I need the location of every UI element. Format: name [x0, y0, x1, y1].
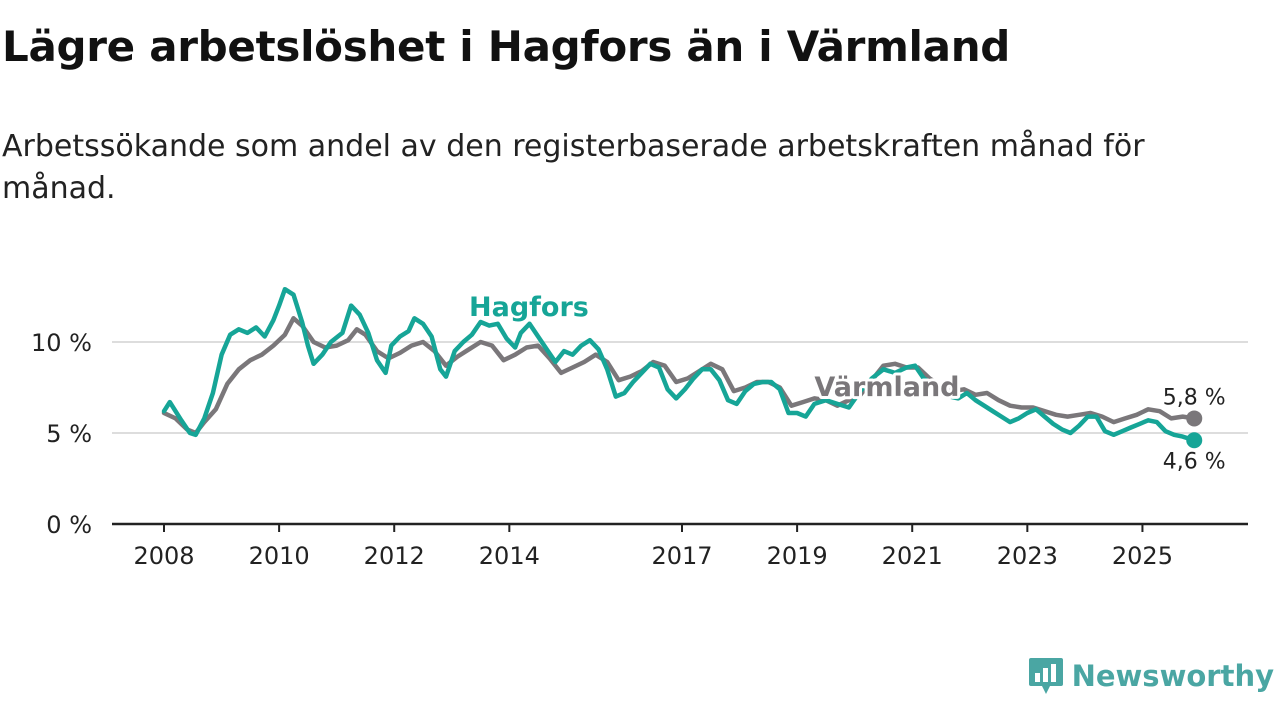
x-tick-label: 2010 [249, 542, 310, 570]
end-value-label-varmland: 5,8 % [1163, 385, 1226, 410]
end-point-vrmland [1186, 410, 1203, 427]
series-label-hagfors: Hagfors [469, 292, 589, 323]
x-tick-label: 2023 [997, 542, 1058, 570]
y-tick-label: 0 % [46, 511, 92, 539]
axes: 0 % 5 % 10 % 2008 2010 2012 2014 2017 2019 2021 20… [31, 329, 1248, 570]
line-chart: 0 % 5 % 10 % 2008 2010 2012 2014 2017 2019 2021 20… [31, 286, 1248, 570]
series-label-varmland: Värmland [814, 372, 959, 403]
newsworthy-logo-icon [1028, 658, 1063, 694]
y-tick-label: 10 % [31, 329, 92, 357]
series-lines [161, 286, 1203, 449]
newsworthy-logo: Newsworthy [1028, 656, 1274, 696]
series-line-vrmland [161, 316, 1197, 436]
x-tick-label: 2019 [767, 542, 828, 570]
x-tick-label: 2025 [1112, 542, 1173, 570]
brand-name: Newsworthy [1071, 659, 1274, 693]
chart-title: Lägre arbetslöshet i Hagfors än i Värmla… [2, 22, 1011, 71]
grid-lines [112, 341, 1248, 434]
x-tick-label: 2012 [364, 542, 425, 570]
x-tick-label: 2014 [479, 542, 540, 570]
series-line-hagfors [161, 286, 1197, 443]
end-point-hagfors [1186, 432, 1203, 449]
x-tick-label: 2008 [133, 542, 194, 570]
end-value-label-hagfors: 4,6 % [1163, 449, 1226, 474]
x-tick-label: 2021 [882, 542, 943, 570]
chart-labels: Hagfors Värmland 5,8 % 4,6 % [469, 292, 1226, 474]
y-tick-label: 5 % [46, 420, 92, 448]
x-tick-label: 2017 [651, 542, 712, 570]
chart-subtitle: Arbetssökande som andel av den registerb… [2, 129, 1145, 206]
